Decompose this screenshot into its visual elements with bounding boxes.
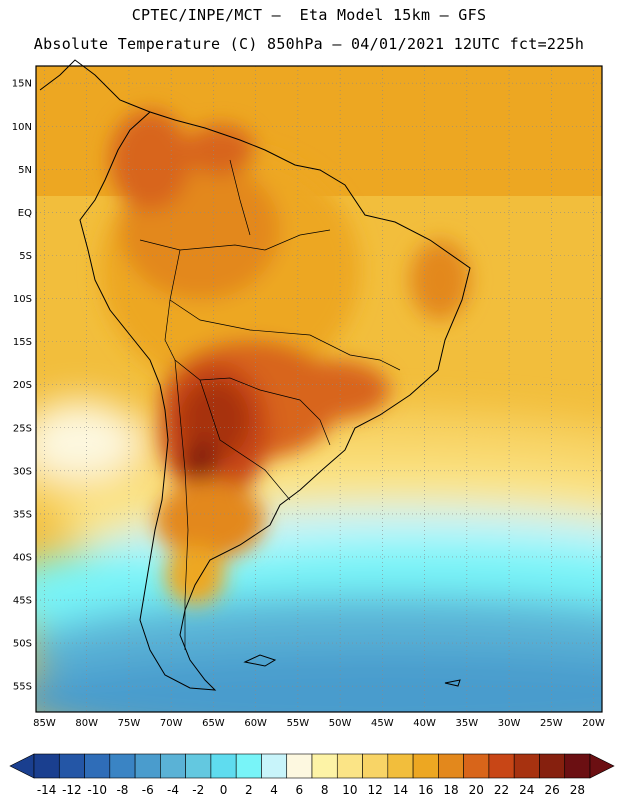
colorbar-label: 18 — [443, 783, 458, 797]
temperature-map: 15N 10N 5N EQ 5S 10S 15S 20S 25S 30S 35S 40S 45S 50S 5… — [12, 59, 605, 729]
colorbar-label: -14 — [37, 783, 57, 797]
colorbar-swatch — [463, 753, 490, 779]
colorbar-label: 8 — [321, 783, 329, 797]
lon-label: 55W — [287, 718, 310, 729]
colorbar-swatch — [438, 753, 464, 779]
colorbar-swatch — [362, 753, 389, 779]
colorbar-label: 14 — [393, 783, 408, 797]
colorbar-right-arrow — [589, 753, 615, 779]
colorbar-left-arrow — [9, 753, 35, 779]
lon-label: 65W — [202, 718, 225, 729]
lon-label: 85W — [33, 718, 56, 729]
country-borders — [139, 159, 401, 650]
colorbar-swatch — [513, 753, 540, 779]
lon-label: 45W — [371, 718, 394, 729]
colorbar-swatch — [58, 753, 85, 779]
colorbar-swatch — [539, 753, 566, 779]
lat-label: 40S — [13, 552, 32, 563]
lat-label: 25S — [13, 423, 32, 434]
colorbar-label: 0 — [220, 783, 228, 797]
colorbar-label: 12 — [368, 783, 383, 797]
colorbar-swatch — [412, 753, 439, 779]
colorbar-swatch — [109, 753, 136, 779]
colorbar-label: -4 — [167, 783, 179, 797]
longitude-labels: 85W 80W 75W 70W 65W 60W 55W 50W 45W 40W 35W 30W 25W 2… — [33, 718, 605, 729]
colorbar-label: -12 — [62, 783, 82, 797]
lon-label: 70W — [160, 718, 183, 729]
lon-label: 75W — [118, 718, 141, 729]
colorbar-label: -8 — [116, 783, 128, 797]
colorbar-label: -10 — [87, 783, 107, 797]
lat-label: 5S — [19, 251, 32, 262]
lat-label: 30S — [13, 466, 32, 477]
plot-frame — [35, 65, 603, 713]
coastlines — [39, 59, 471, 691]
colorbar-label: 6 — [296, 783, 304, 797]
lat-label: 55S — [13, 682, 32, 693]
lon-label: 30W — [498, 718, 521, 729]
colorbar-label: 28 — [570, 783, 585, 797]
colorbar-swatch — [235, 753, 262, 779]
lat-label: 10S — [13, 294, 32, 305]
colorbar-swatch — [160, 753, 186, 779]
colorbar-swatch — [488, 753, 515, 779]
colorbar-label: 10 — [342, 783, 357, 797]
colorbar-label: -6 — [142, 783, 154, 797]
lon-label: 40W — [413, 718, 436, 729]
colorbar-label: -2 — [192, 783, 204, 797]
colorbar-swatch — [33, 753, 60, 779]
colorbar-swatch — [311, 753, 338, 779]
lat-label: 50S — [13, 639, 32, 650]
lat-label: 5N — [18, 165, 32, 176]
colorbar-swatch — [387, 753, 414, 779]
lat-label: EQ — [18, 208, 32, 219]
colorbar-label: 20 — [469, 783, 484, 797]
lat-label: 45S — [13, 596, 32, 607]
colorbar-label: 26 — [544, 783, 559, 797]
lat-label: 15N — [12, 79, 32, 90]
colorbar-swatch — [261, 753, 288, 779]
latitude-labels: 15N 10N 5N EQ 5S 10S 15S 20S 25S 30S 35S 40S 45S 50S 5… — [12, 79, 32, 693]
colorbar-swatch — [210, 753, 237, 779]
colorbar-swatch — [336, 753, 363, 779]
colorbar-label: 4 — [270, 783, 278, 797]
lon-label: 35W — [456, 718, 479, 729]
colorbar-label: 22 — [494, 783, 509, 797]
map-subtitle: Absolute Temperature (C) 850hPa – 04/01/… — [33, 35, 585, 53]
colorbar-swatch — [286, 753, 313, 779]
lon-label: 50W — [329, 718, 352, 729]
map-title: CPTEC/INPE/MCT – Eta Model 15km – GFS — [131, 6, 487, 24]
lon-label: 25W — [540, 718, 563, 729]
lat-label: 15S — [13, 337, 32, 348]
colorbar: -14 -12 -10 -8 -6 -4 -2 0 2 4 6 8 10 12 14 16 18 20 22 24 26… — [9, 753, 615, 797]
lat-label: 10N — [12, 122, 32, 133]
lat-label: 35S — [13, 509, 32, 520]
temperature-field — [36, 66, 602, 712]
colorbar-swatch — [134, 753, 161, 779]
colorbar-label: 2 — [245, 783, 253, 797]
lon-label: 80W — [75, 718, 98, 729]
lon-label: 60W — [244, 718, 267, 729]
colorbar-swatch — [185, 753, 212, 779]
lon-label: 20W — [582, 718, 605, 729]
colorbar-swatch — [564, 753, 591, 779]
colorbar-label: 24 — [519, 783, 534, 797]
lat-label: 20S — [13, 380, 32, 391]
colorbar-label: 16 — [418, 783, 433, 797]
colorbar-swatch — [84, 753, 111, 779]
